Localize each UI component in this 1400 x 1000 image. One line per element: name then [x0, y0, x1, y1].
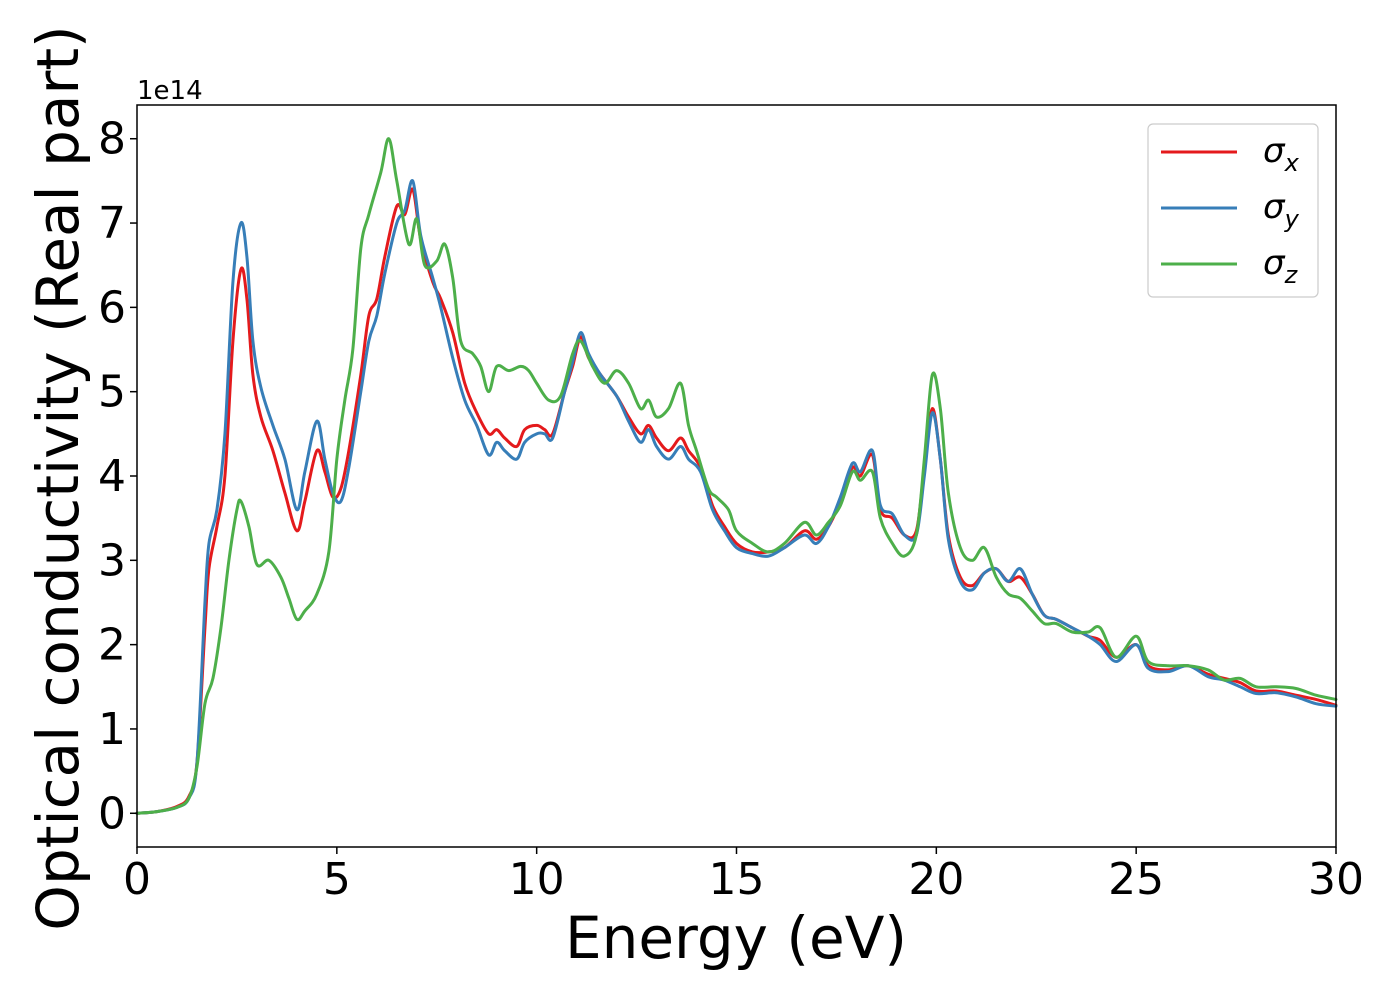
- legend-box: [1147, 123, 1319, 298]
- y-tick-label: 3: [98, 535, 126, 586]
- y-tick-label: 6: [98, 282, 126, 333]
- y-tick-label: 7: [98, 198, 126, 249]
- y-axis-label: Optical conductivity (Real part): [24, 25, 92, 930]
- y-tick-label: 4: [98, 451, 126, 502]
- legend-label-x: σx: [1263, 131, 1300, 177]
- y-axis-ticks: 0 1 2 3 4 5 6 7 8: [98, 114, 137, 839]
- x-axis-ticks: 0 5 10 15 20 25 30: [123, 847, 1364, 905]
- y-tick-label: 1: [98, 704, 126, 755]
- x-tick-label: 5: [323, 854, 351, 905]
- plot-lines: [135, 137, 1338, 815]
- x-tick-label: 25: [1108, 854, 1164, 905]
- x-tick-label: 30: [1308, 854, 1364, 905]
- y-tick-label: 5: [98, 367, 126, 418]
- y-offset-label: 1e14: [137, 76, 203, 106]
- series-line-y: [135, 179, 1338, 815]
- x-tick-label: 10: [509, 854, 565, 905]
- x-tick-label: 20: [908, 854, 964, 905]
- series-line-z: [135, 137, 1338, 815]
- x-axis-label: Energy (eV): [565, 904, 907, 972]
- y-tick-label: 8: [98, 114, 126, 165]
- x-tick-label: 0: [123, 854, 151, 905]
- x-tick-label: 15: [709, 854, 765, 905]
- y-tick-label: 2: [98, 620, 126, 671]
- y-tick-label: 0: [98, 788, 126, 839]
